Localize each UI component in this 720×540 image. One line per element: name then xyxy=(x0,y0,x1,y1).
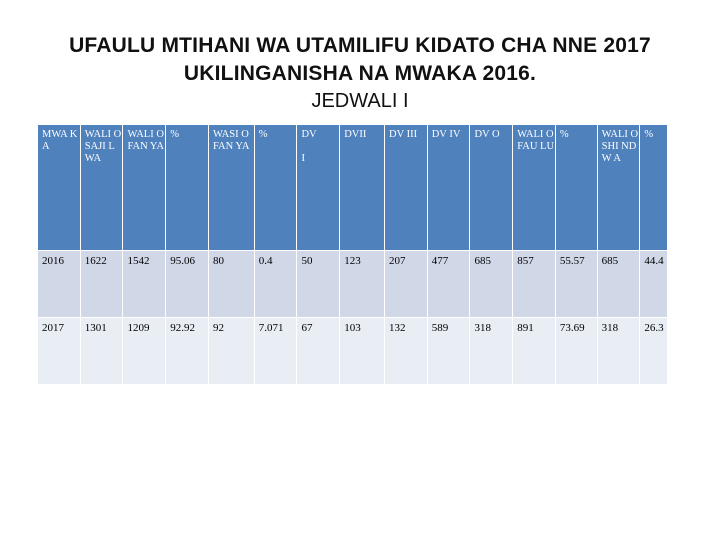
table-cell: 2016 xyxy=(37,250,81,318)
header-div-i-text: DV xyxy=(301,129,317,140)
header-cell-sat-percent: % xyxy=(165,124,209,251)
header-cell-passed-percent: % xyxy=(554,124,598,251)
header-div-i-suffix: I xyxy=(301,153,305,164)
table-cell: 103 xyxy=(339,317,385,385)
table-cell: 857 xyxy=(512,250,556,318)
header-cell-year: MWA KA xyxy=(37,124,81,251)
table-cell: 589 xyxy=(426,317,471,385)
header-cell-passed: WALI OFAU LU xyxy=(512,124,556,251)
header-cell-div-ii: DVII xyxy=(339,124,385,251)
table-cell: 132 xyxy=(383,317,428,385)
table-cell: 7.071 xyxy=(253,317,298,385)
table-cell: 73.69 xyxy=(554,317,598,385)
table-cell: 318 xyxy=(469,317,514,385)
table-cell: 123 xyxy=(339,250,385,318)
page-title: UFAULU MTIHANI WA UTAMILIFU KIDATO CHA N… xyxy=(69,34,651,57)
table-cell: 2017 xyxy=(37,317,81,385)
header-cell-failed-percent: % xyxy=(639,124,668,251)
table-cell: 477 xyxy=(426,250,471,318)
table-cell: 0.4 xyxy=(253,250,298,318)
table-row: 2017 1301 1209 92.92 92 7.071 67 103 132… xyxy=(37,317,668,385)
table-cell: 92.92 xyxy=(165,317,209,385)
table-cell: 1542 xyxy=(122,250,167,318)
table-cell: 1209 xyxy=(122,317,167,385)
table-cell: 92 xyxy=(207,317,255,385)
table-cell: 1622 xyxy=(79,250,124,318)
header-cell-div-i: DV I xyxy=(296,124,341,251)
header-cell-registered: WALI OSAJI LWA xyxy=(79,124,124,251)
table-cell: 891 xyxy=(512,317,556,385)
table-cell: 318 xyxy=(596,317,641,385)
results-table: MWA KA WALI OSAJI LWA WALI OFAN YA % WAS… xyxy=(37,124,668,385)
table-cell: 685 xyxy=(596,250,641,318)
table-cell: 685 xyxy=(469,250,514,318)
table-cell: 95.06 xyxy=(165,250,209,318)
table-row: 2016 1622 1542 95.06 80 0.4 50 123 207 4… xyxy=(37,250,668,318)
table-cell: 1301 xyxy=(79,317,124,385)
page-title-line2: UKILINGANISHA NA MWAKA 2016. xyxy=(183,62,537,85)
table-cell: 80 xyxy=(207,250,255,318)
header-cell-div-iv: DV IV xyxy=(426,124,471,251)
table-cell: 207 xyxy=(383,250,428,318)
table-cell: 67 xyxy=(296,317,341,385)
header-cell-absent: WASI OFAN YA xyxy=(207,124,255,251)
header-cell-div-iii: DV III xyxy=(383,124,428,251)
header-cell-failed: WALI OSHI NDW A xyxy=(596,124,641,251)
table-cell: 44.4 xyxy=(639,250,668,318)
table-header-row: MWA KA WALI OSAJI LWA WALI OFAN YA % WAS… xyxy=(37,124,668,251)
table-cell: 50 xyxy=(296,250,341,318)
header-cell-sat: WALI OFAN YA xyxy=(122,124,167,251)
table-cell: 55.57 xyxy=(554,250,598,318)
table-caption: JEDWALI I xyxy=(311,90,409,112)
table-cell: 26.3 xyxy=(639,317,668,385)
header-cell-absent-percent: % xyxy=(253,124,298,251)
header-cell-div-zero: DV O xyxy=(469,124,514,251)
